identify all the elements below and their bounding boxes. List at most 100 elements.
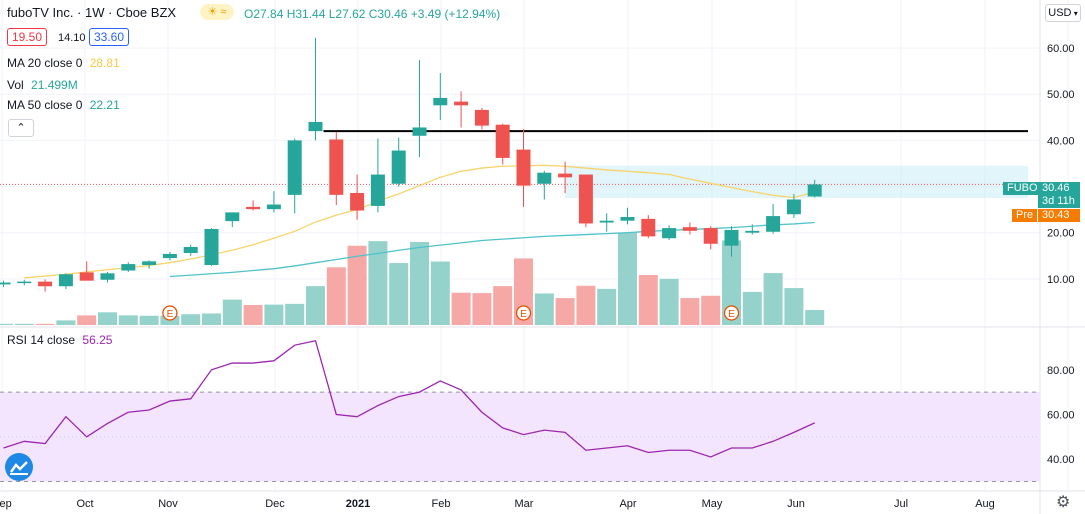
time-axis-label: Mar	[515, 498, 534, 510]
candlestick	[287, 138, 302, 214]
candle-body	[662, 228, 677, 239]
ma50-legend[interactable]: MA 50 close 0 22.21	[7, 97, 120, 113]
candle-body	[474, 109, 489, 126]
rsi-legend[interactable]: RSI 14 close 56.25	[7, 332, 112, 348]
weather-icon[interactable]: ☀ ≈	[200, 4, 234, 20]
volume-bar	[784, 288, 804, 325]
candlestick	[246, 200, 261, 211]
candlestick	[121, 262, 136, 272]
candle-body	[558, 173, 573, 178]
volume-bar	[222, 299, 242, 325]
time-axis-label: May	[702, 498, 723, 510]
candlestick	[786, 193, 801, 218]
candle-body	[599, 220, 614, 223]
candle-body	[121, 264, 136, 271]
collapse-legend-button[interactable]: ⌃	[8, 119, 34, 137]
volume-label: Vol	[7, 78, 24, 92]
candle-body	[516, 149, 531, 186]
volume-bar	[77, 315, 97, 325]
candlestick	[17, 279, 32, 286]
tradingview-logo[interactable]	[5, 453, 33, 481]
candle-body	[766, 216, 781, 232]
earnings-marker-label: E	[728, 309, 735, 320]
volume-bar	[597, 288, 617, 325]
currency-label: USD	[1048, 7, 1072, 19]
volume-bar	[722, 240, 741, 325]
volume-bar	[35, 323, 55, 325]
candlestick	[474, 108, 489, 130]
settings-gear-icon[interactable]: ⚙	[1056, 494, 1071, 511]
candle-body	[266, 204, 281, 210]
candlestick	[662, 225, 677, 241]
candle-body	[433, 97, 448, 106]
ma20-legend[interactable]: MA 20 close 0 28.81	[7, 55, 120, 71]
volume-bar	[680, 298, 700, 325]
candlestick	[537, 170, 552, 200]
volume-bar	[139, 315, 159, 325]
candlestick	[308, 37, 323, 141]
candle-body	[225, 212, 240, 222]
ma20-label: MA 20 close 0	[7, 56, 83, 70]
symbol-tag: FUBO	[1003, 182, 1042, 195]
bid-price[interactable]: 19.50	[7, 28, 48, 46]
candlestick	[495, 123, 510, 165]
price-axis-label: 40.00	[1047, 135, 1075, 147]
time-axis-label: Feb	[432, 498, 451, 510]
volume-bar	[0, 323, 13, 325]
volume-bar	[56, 320, 76, 325]
volume-bar	[534, 293, 554, 325]
candlestick	[142, 260, 157, 269]
candle-body	[329, 139, 344, 195]
currency-select[interactable]: USD ▾	[1045, 4, 1081, 22]
volume-legend[interactable]: Vol 21.499M	[7, 77, 78, 93]
candle-body	[204, 229, 219, 265]
candlestick	[599, 213, 614, 232]
volume-bar	[264, 304, 284, 325]
ma50-label: MA 50 close 0	[7, 98, 83, 112]
candle-body	[308, 121, 323, 132]
volume-bar	[202, 313, 221, 325]
candlestick	[807, 179, 822, 198]
ma50-value: 22.21	[89, 98, 120, 112]
time-axis-label: Jul	[894, 498, 908, 510]
volume-bar	[347, 245, 367, 325]
countdown-tag: 3d 11h	[1038, 195, 1080, 208]
symbol-title[interactable]: fuboTV Inc. · 1W · Cboe BZX	[7, 5, 177, 20]
volume-bar	[410, 241, 429, 325]
spread-value: 14.10	[58, 32, 86, 44]
candle-body	[724, 229, 739, 246]
volume-bar	[701, 295, 721, 325]
candle-body	[537, 172, 552, 184]
candlestick	[454, 91, 469, 128]
earnings-marker-label: E	[167, 309, 174, 320]
earnings-marker-label: E	[520, 309, 527, 320]
time-axis-label: Oct	[76, 498, 93, 510]
candlestick	[703, 226, 718, 250]
volume-bar	[805, 310, 825, 325]
rsi-label: RSI 14 close	[7, 333, 76, 347]
candlestick	[329, 132, 344, 205]
time-axis-label: 2021	[346, 498, 370, 510]
candlestick	[350, 174, 365, 220]
candlestick	[682, 222, 697, 235]
candle-body	[641, 218, 656, 237]
candle-body	[807, 184, 822, 197]
rsi-value: 56.25	[82, 333, 113, 347]
time-axis-label: Sep	[0, 498, 12, 510]
candle-body	[17, 281, 32, 284]
price-axis-label: 60.00	[1047, 43, 1075, 55]
volume-bar	[555, 298, 575, 325]
candlestick	[225, 212, 240, 228]
candle-body	[578, 174, 593, 224]
ask-price[interactable]: 33.60	[89, 28, 130, 46]
volume-bar	[576, 285, 596, 325]
candle-body	[370, 174, 385, 206]
pre-label-tag: Pre	[1012, 209, 1038, 222]
candlestick	[433, 73, 448, 121]
earnings-marker: E	[162, 305, 178, 321]
earnings-marker: E	[515, 305, 532, 321]
volume-bar	[326, 267, 346, 325]
volume-bar	[493, 286, 513, 325]
candlestick	[162, 252, 177, 261]
